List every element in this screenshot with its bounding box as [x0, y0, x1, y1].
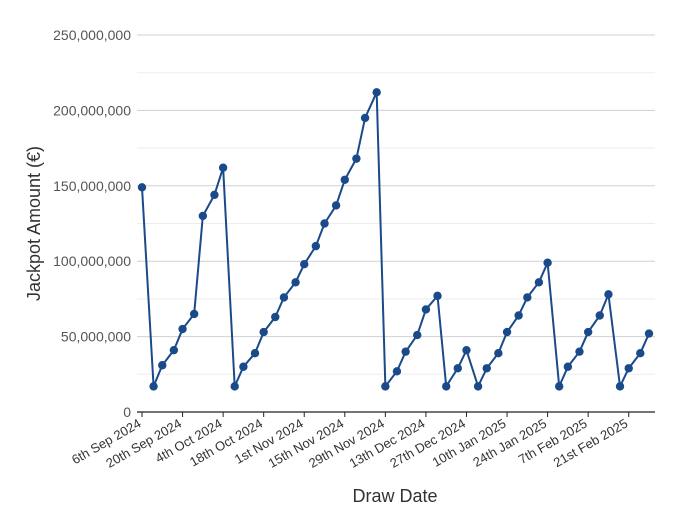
data-point [149, 382, 158, 391]
data-point [453, 364, 462, 373]
data-point [462, 345, 471, 355]
data-points [137, 88, 654, 391]
data-point [473, 382, 483, 391]
data-point [392, 367, 402, 376]
data-point [210, 190, 219, 200]
data-point [198, 211, 208, 221]
data-point [413, 330, 422, 340]
data-point [575, 347, 584, 356]
data-point [271, 312, 280, 322]
data-point [624, 364, 633, 373]
data-point [259, 327, 268, 337]
data-point [514, 311, 523, 320]
data-point [604, 290, 613, 299]
data-point [563, 362, 573, 371]
y-tick-label: 50,000,000 [61, 329, 131, 345]
y-tick-label: 250,000,000 [53, 27, 131, 43]
data-point [482, 364, 491, 373]
data-point [494, 348, 503, 358]
data-point [291, 278, 300, 287]
y-axis-ticks: 0 50,000,000 100,000,000 150,000,000 200,000… [53, 27, 131, 420]
data-point [401, 347, 410, 356]
data-point [189, 309, 199, 319]
data-point [340, 175, 349, 184]
jackpot-series-line [141, 91, 650, 388]
data-point [279, 293, 289, 302]
data-point [421, 305, 431, 314]
data-point [523, 293, 532, 302]
data-point [583, 327, 593, 337]
data-point [543, 258, 552, 267]
data-point [372, 88, 381, 97]
data-point [534, 278, 544, 287]
data-point [169, 345, 179, 355]
y-axis-title: Jackpot Amount (€) [24, 146, 44, 301]
data-point [239, 362, 248, 371]
data-point [554, 382, 564, 391]
data-point [595, 311, 604, 320]
data-point [331, 201, 341, 210]
data-point [442, 382, 451, 391]
data-point [178, 324, 187, 334]
data-point [360, 113, 370, 123]
data-point [615, 382, 625, 391]
data-point [311, 241, 321, 251]
data-point [433, 291, 442, 301]
data-point [381, 382, 390, 391]
data-point [158, 361, 167, 370]
data-point [137, 183, 147, 192]
data-point [218, 163, 228, 172]
data-point [250, 348, 260, 358]
data-point [352, 154, 361, 163]
y-tick-label: 100,000,000 [53, 253, 131, 269]
y-tick-label: 200,000,000 [53, 102, 131, 118]
x-axis-title: Draw Date [352, 486, 437, 506]
data-point [300, 260, 309, 269]
data-point [230, 382, 239, 391]
y-tick-label: 150,000,000 [53, 178, 131, 194]
y-tick-label: 0 [123, 404, 131, 420]
data-point [320, 219, 329, 228]
data-point [636, 348, 645, 358]
data-point [502, 327, 512, 337]
data-point [644, 329, 654, 338]
grid-lines [137, 34, 655, 375]
